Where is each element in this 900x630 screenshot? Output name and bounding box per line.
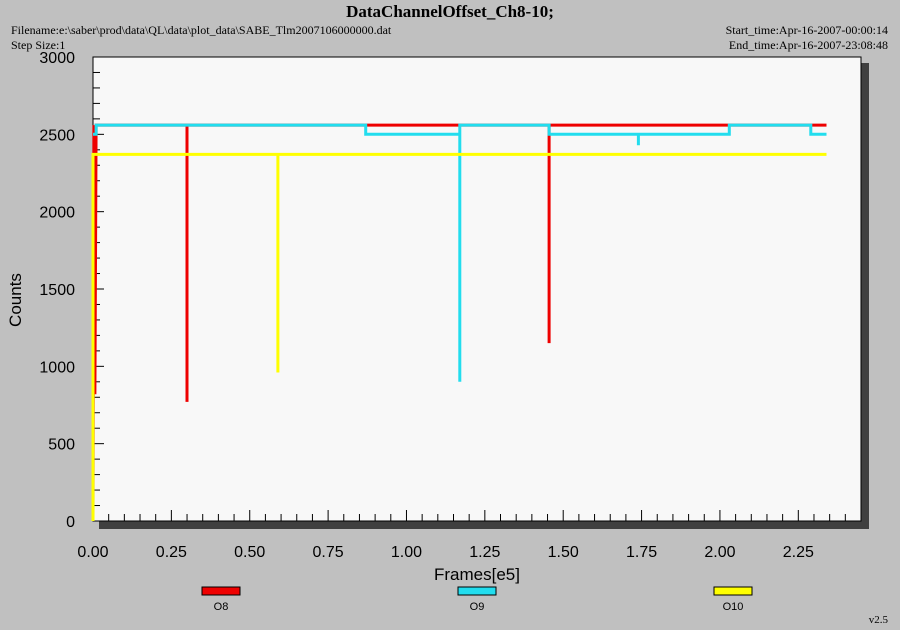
x-tick-label: 0.25 <box>156 544 187 561</box>
step-size-label: Step Size:1 <box>11 38 66 52</box>
chart-title: DataChannelOffset_Ch8-10; <box>346 2 554 21</box>
x-tick-label: 1.25 <box>469 544 500 561</box>
legend: O8 O9 O10 <box>201 586 753 613</box>
legend-swatch-O9 <box>457 586 497 596</box>
legend-label-O10: O10 <box>723 601 744 613</box>
x-tick-label: 0.00 <box>77 544 108 561</box>
legend-label-O8: O8 <box>214 601 229 613</box>
end-time-label: End_time:Apr-16-2007-23:08:48 <box>728 38 888 52</box>
legend-label-O9: O9 <box>470 601 485 613</box>
y-tick-label: 1000 <box>39 359 75 376</box>
x-tick-label: 0.50 <box>234 544 265 561</box>
series-line-O9 <box>93 123 827 382</box>
tick-labels: 0.00 0.25 0.50 0.75 1.00 1.25 1.50 1.75 2.00 2.25… <box>39 50 814 561</box>
series-line-O10 <box>91 152 827 521</box>
x-tick-label: 2.00 <box>704 544 735 561</box>
y-tick-label: 1500 <box>39 282 75 299</box>
legend-swatch-O10 <box>713 586 753 596</box>
x-tick-label: 1.50 <box>548 544 579 561</box>
x-tick-label: 1.75 <box>626 544 657 561</box>
plot-area <box>92 56 862 522</box>
y-tick-label: 0 <box>66 514 75 531</box>
filename-label: Filename:e:\saber\prod\data\QL\data\plot… <box>11 23 392 37</box>
start-time-label: Start_time:Apr-16-2007-00:00:14 <box>725 23 888 37</box>
version-label: v2.5 <box>868 614 888 626</box>
y-tick-label: 500 <box>48 437 75 454</box>
x-tick-label: 1.00 <box>391 544 422 561</box>
y-tick-label: 2000 <box>39 205 75 222</box>
series-layer <box>91 123 827 522</box>
x-tick-label: 0.75 <box>313 544 344 561</box>
y-axis-label: Counts <box>6 273 25 327</box>
legend-swatch-O8 <box>201 586 241 596</box>
y-tick-label: 3000 <box>39 50 75 67</box>
x-axis-label: Frames[e5] <box>434 565 520 584</box>
x-tick-label: 2.25 <box>783 544 814 561</box>
y-tick-label: 2500 <box>39 127 75 144</box>
